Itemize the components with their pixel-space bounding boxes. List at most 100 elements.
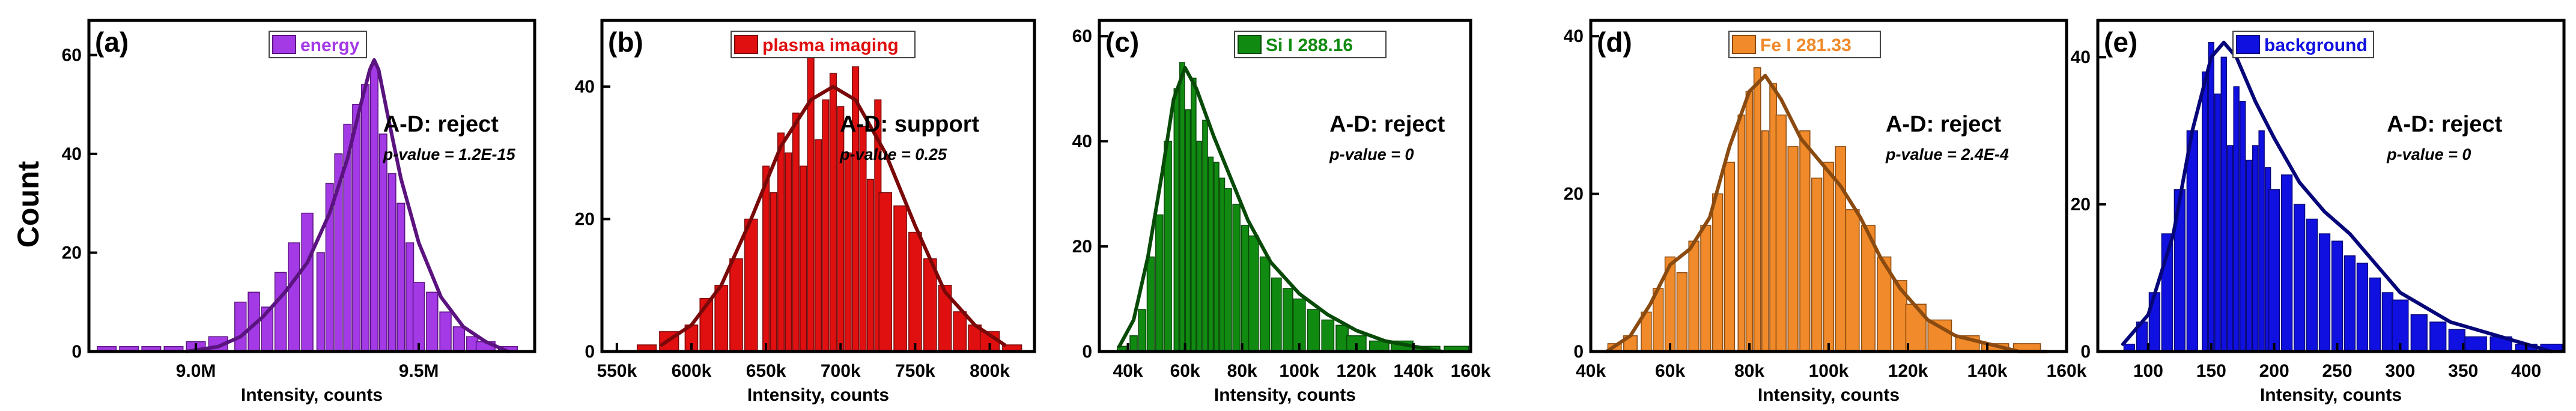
histogram-bar <box>2331 240 2344 352</box>
histogram-bar <box>2208 41 2214 352</box>
x-tick-label: 100 <box>2133 361 2163 381</box>
x-tick-label: 800k <box>970 361 1010 381</box>
histogram-bar <box>777 132 785 352</box>
panel-label: (d) <box>1597 26 1632 58</box>
histogram-bar <box>352 104 361 352</box>
histogram-bar <box>412 282 425 352</box>
x-tick-label: 200 <box>2259 361 2289 381</box>
x-tick-label: 250 <box>2322 361 2352 381</box>
x-axis-title: Intensity, counts <box>1214 385 1356 405</box>
y-tick-label: 40 <box>1072 132 1092 151</box>
histogram-bar <box>369 64 378 352</box>
p-value-annotation: p-value = 0 <box>1329 145 1414 163</box>
y-tick-label: 20 <box>575 210 595 230</box>
histogram-bar <box>378 133 387 352</box>
histogram-bar <box>2464 336 2487 352</box>
histogram-bar <box>1138 309 1147 352</box>
histogram-bar <box>1845 209 1860 352</box>
histogram-bar <box>1321 319 1335 352</box>
x-tick-label: 750k <box>895 361 935 381</box>
x-tick-label: 160k <box>1451 361 1491 381</box>
histogram-bar <box>878 192 893 352</box>
histogram-bar <box>1202 120 1208 352</box>
histogram-bar <box>2429 321 2447 352</box>
histogram-bar <box>301 212 314 352</box>
histogram-bar <box>1753 67 1761 352</box>
x-tick-label: 700k <box>821 361 861 381</box>
histogram-bar <box>1775 114 1787 352</box>
distribution-fit-curve <box>1605 73 2049 353</box>
histogram-bar <box>439 311 452 352</box>
histogram-bar <box>2227 145 2234 352</box>
anderson-darling-result: A-D: reject <box>1886 112 2001 137</box>
panel-c: 40k 60k 80k 100k 120k 140k 160k 0 20 40 60 Intensit… <box>1072 19 1491 405</box>
histogram-bar <box>1248 235 1259 352</box>
panel-label: (e) <box>2104 26 2137 58</box>
x-tick-label: 60k <box>1655 361 1685 381</box>
histogram-bar <box>844 152 852 352</box>
anderson-darling-result: A-D: support <box>840 112 980 137</box>
plot-frame <box>1098 19 1472 353</box>
x-tick-label: 40k <box>1113 361 1143 381</box>
histogram-bar <box>1676 272 1687 352</box>
panel-label: (b) <box>608 26 643 58</box>
plot-frame <box>87 19 536 353</box>
panel-b: 550k 600k 650k 700k 750k 800k 0 20 40 Intensity, … <box>575 19 1036 405</box>
histogram-bar <box>288 242 300 352</box>
histogram-bar <box>2344 255 2356 352</box>
legend-swatch <box>734 35 758 54</box>
histogram-bar <box>1179 62 1185 352</box>
y-tick-label: 40 <box>575 77 595 97</box>
panel-a: 9.0M 9.5M 0 20 40 60 Intensity, counts (a) energ… <box>62 19 536 405</box>
histogram-bar <box>1737 114 1746 352</box>
histogram-bar <box>2258 130 2265 352</box>
plot-frame <box>600 19 1036 353</box>
histogram-bar <box>792 112 800 352</box>
histogram-bar <box>2233 86 2240 352</box>
histogram-bar <box>406 242 415 352</box>
histogram-bar <box>1259 256 1271 352</box>
x-tick-label: 600k <box>672 361 712 381</box>
legend-swatch <box>2236 35 2260 54</box>
shared-y-axis-label: Count <box>11 160 45 248</box>
panel-d: 40k 60k 80k 100k 120k 140k 160k 0 20 40 Intensity,… <box>1564 19 2087 405</box>
histogram-bar <box>1208 156 1214 352</box>
histogram-bar <box>714 285 728 352</box>
distribution-fit-curve <box>660 85 1007 347</box>
histogram-bar <box>744 218 758 352</box>
p-value-annotation: p-value = 0.25 <box>839 145 947 163</box>
histogram-bar <box>908 231 922 352</box>
x-tick-label: 650k <box>746 361 786 381</box>
histogram-bar <box>2392 299 2409 352</box>
distribution-fit-curve <box>2121 40 2553 353</box>
histogram-bar <box>2246 159 2252 352</box>
anderson-darling-result: A-D: reject <box>383 112 499 137</box>
x-tick-label: 9.5M <box>399 361 439 381</box>
x-tick-label: 550k <box>597 361 637 381</box>
x-tick-label: 120k <box>1888 361 1928 381</box>
histogram-bar <box>1191 78 1197 352</box>
histogram-bar <box>762 165 770 352</box>
histogram-bar <box>893 205 907 352</box>
x-tick-label: 140k <box>1967 361 2008 381</box>
y-tick-label: 60 <box>1072 26 1092 46</box>
y-tick-label: 20 <box>2071 195 2091 215</box>
x-tick-label: 40k <box>1576 361 1606 381</box>
panel-e: 100 150 200 250 300 350 400 0 20 40 Intensity, cou… <box>2071 19 2566 405</box>
histogram-bar <box>2293 204 2306 352</box>
histogram-bar <box>426 291 439 352</box>
histogram-bar <box>360 84 370 352</box>
histogram-bar <box>1196 141 1203 352</box>
x-tick-label: 100k <box>1809 361 1849 381</box>
legend-swatch <box>272 35 296 54</box>
histogram-bar <box>2268 189 2280 352</box>
histogram-bar <box>1173 88 1180 352</box>
x-axis-title: Intensity, counts <box>1758 385 1900 405</box>
legend-swatch <box>1732 35 1756 54</box>
legend-label: energy <box>300 35 360 55</box>
histogram-bar <box>770 192 777 352</box>
histogram-bar <box>837 106 845 352</box>
histogram-bar <box>829 73 837 352</box>
plot-frame <box>2096 19 2566 353</box>
